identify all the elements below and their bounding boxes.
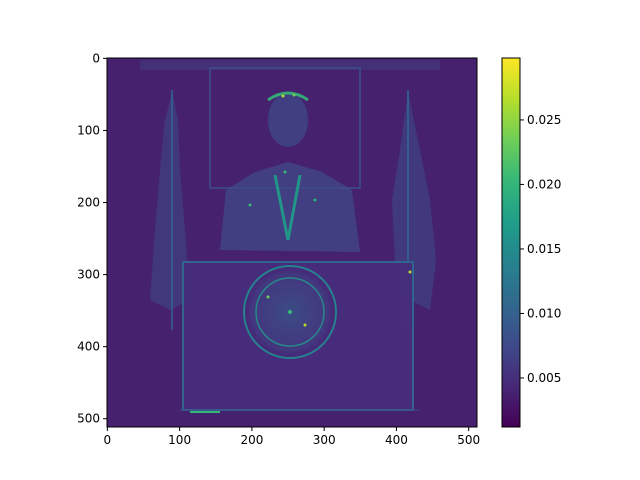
colorbar-tick-label: 0.010 [527, 306, 561, 320]
colorbar-tick-label: 0.020 [527, 177, 561, 191]
y-tick-label: 500 [77, 412, 100, 426]
y-tick-label: 200 [77, 196, 100, 210]
x-tick-label: 400 [385, 433, 408, 447]
x-tick-label: 300 [313, 433, 336, 447]
colorbar-axis: 0.005 0.010 0.015 0.020 0.025 [520, 113, 561, 385]
heatmap-image [107, 58, 477, 427]
colorbar-tick-label: 0.015 [527, 242, 561, 256]
x-tick-label: 0 [104, 433, 112, 447]
x-tick-label: 200 [240, 433, 263, 447]
y-tick-label: 100 [77, 123, 100, 137]
x-tick-label: 500 [457, 433, 480, 447]
y-axis: 0 100 200 300 400 500 [77, 51, 107, 426]
plot-frame [106, 57, 478, 428]
y-tick-label: 300 [77, 268, 100, 282]
y-tick-label: 0 [92, 51, 100, 65]
colorbar-tick-label: 0.025 [527, 113, 561, 127]
x-tick-label: 100 [168, 433, 191, 447]
y-tick-label: 400 [77, 340, 100, 354]
colorbar [501, 57, 521, 428]
colorbar-tick-label: 0.005 [527, 371, 561, 385]
x-axis: 0 100 200 300 400 500 [104, 427, 480, 447]
